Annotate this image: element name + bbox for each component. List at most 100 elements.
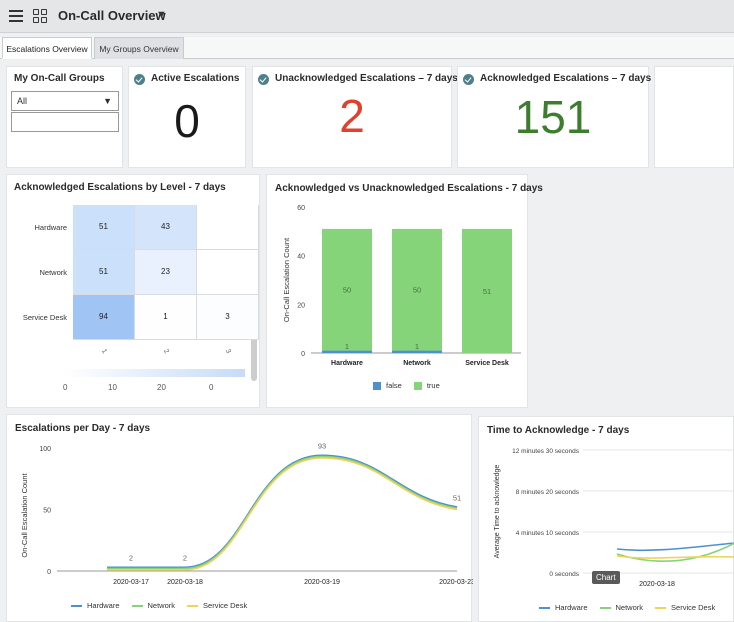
line-data-label: 2 (129, 554, 133, 563)
heatmap-cell[interactable]: 51 (73, 250, 135, 295)
legend-item-service-desk[interactable]: Service Desk (655, 603, 715, 612)
heatmap-title: Acknowledged Escalations by Level - 7 da… (14, 182, 226, 193)
heatmap-scale-tick: 0 (209, 383, 214, 392)
chart-tooltip: Chart (592, 571, 620, 584)
x-tick-label: Service Desk (465, 360, 509, 367)
legend-label: Service Desk (203, 601, 248, 610)
heatmap-cell[interactable]: 43 (135, 205, 197, 250)
check-circle-icon (463, 74, 474, 85)
page-title: On-Call Overview (58, 8, 166, 23)
y-tick-label: 20 (297, 302, 305, 309)
x-tick-label: 2020-03-17 (113, 579, 149, 586)
time-legend: Hardware Network Service Desk (539, 603, 715, 612)
line-data-label: 2 (183, 554, 187, 563)
legend-item-network[interactable]: Network (131, 601, 176, 610)
legend-label: Hardware (87, 601, 120, 610)
y-tick-label: 60 (297, 205, 305, 212)
y-tick-label: 0 (301, 351, 305, 358)
bar-segment-true[interactable] (462, 228, 512, 353)
y-axis-title: On-Call Escalation Count (20, 472, 29, 557)
series-line-service-desk[interactable] (107, 457, 458, 571)
legend-label: Network (615, 603, 644, 612)
escalations-line-chart: 0 50 100 On-Call Escalation Count 2020-03-17… (20, 442, 473, 586)
legend-item-false[interactable]: false (373, 381, 402, 390)
line-chart-title: Escalations per Day - 7 days (15, 423, 151, 434)
bar-legend: false true (373, 381, 440, 390)
heatmap-cell[interactable] (197, 250, 259, 295)
tab-escalations-overview[interactable]: Escalations Overview (2, 37, 92, 59)
y-tick-label: 8 minutes 20 seconds (516, 489, 580, 496)
top-bar: On-Call Overview ▼ (0, 0, 734, 33)
legend-label: true (426, 381, 440, 390)
bar-data-label: 1 (415, 342, 419, 351)
heatmap-scale-tick: 0 (63, 383, 68, 392)
kpi-label: Unacknowledged Escalations – 7 days (275, 73, 458, 84)
line-legend: Hardware Network Service Desk (71, 601, 247, 610)
y-tick-label: 0 seconds (549, 571, 579, 578)
series-line-service-desk[interactable] (616, 555, 734, 559)
stacked-bar-card: Acknowledged vs Unacknowledged Escalatio… (266, 174, 543, 408)
caret-down-icon: ▼ (103, 96, 112, 106)
kpi-card-unacknowledged[interactable]: Unacknowledged Escalations – 7 days 2 (252, 66, 458, 168)
tab-bar: Escalations Overview My Groups Overview (0, 37, 734, 59)
series-line-hardware[interactable] (107, 454, 458, 569)
heatmap-cell[interactable]: 23 (135, 250, 197, 295)
y-tick-label: 40 (297, 254, 305, 261)
kpi-label: Active Escalations (151, 73, 240, 84)
series-line-network[interactable] (616, 542, 734, 563)
heatmap-column-label: 2 (161, 348, 170, 355)
apps-grid-icon[interactable] (33, 9, 47, 23)
heatmap-cell[interactable]: 1 (135, 295, 197, 340)
stacked-bar-chart: 0 20 40 60 On-Call Escalation Count 50 1 Hardwa… (282, 205, 521, 367)
legend-item-hardware[interactable]: Hardware (71, 601, 120, 610)
bar-data-label: 1 (345, 342, 349, 351)
kpi-label: Acknowledged Escalations – 7 days (480, 73, 652, 84)
heatmap-scale-tick: 10 (108, 383, 117, 392)
bar-data-label: 51 (483, 287, 491, 296)
x-tick-label: Hardware (331, 360, 363, 367)
y-axis-title: Average Time to acknowledge (494, 465, 501, 559)
legend-label: Network (147, 601, 176, 610)
kpi-value: 2 (339, 90, 365, 142)
heatmap-cell[interactable]: 51 (73, 205, 135, 250)
series-line-network[interactable] (107, 455, 458, 570)
heatmap-row-label: Hardware (34, 222, 67, 232)
x-tick-label: 2020-03-18 (639, 581, 675, 588)
bar-data-label: 50 (413, 286, 421, 295)
heatmap-cell[interactable]: 3 (197, 295, 259, 340)
kpi-card-acknowledged[interactable]: Acknowledged Escalations – 7 days 151 (457, 66, 652, 168)
caret-down-icon[interactable]: ▼ (156, 9, 167, 21)
bar-segment-true[interactable] (322, 228, 372, 351)
tab-my-groups-overview[interactable]: My Groups Overview (94, 37, 184, 59)
heatmap-row-label: Network (39, 267, 67, 277)
series-line-hardware[interactable] (616, 542, 734, 552)
legend-item-service-desk[interactable]: Service Desk (187, 601, 247, 610)
groups-title: My On-Call Groups (14, 73, 105, 84)
y-axis-title: On-Call Escalation Count (282, 237, 291, 322)
heatmap-color-scale (63, 369, 245, 377)
legend-item-true[interactable]: true (413, 381, 440, 390)
check-circle-icon (258, 74, 269, 85)
groups-filter-input[interactable] (11, 112, 119, 132)
heatmap-column-label: 3 (223, 348, 232, 355)
bar-segment-false[interactable] (392, 350, 442, 353)
legend-label: Hardware (555, 603, 588, 612)
legend-item-hardware[interactable]: Hardware (539, 603, 588, 612)
time-chart-card: Time to Acknowledge - 7 days 0 seconds 4 … (478, 416, 734, 622)
empty-card (654, 66, 734, 168)
heatmap-cell[interactable]: 94 (73, 295, 135, 340)
menu-icon[interactable] (9, 10, 23, 22)
bar-data-label: 50 (343, 286, 351, 295)
heatmap-cell[interactable] (197, 205, 259, 250)
legend-item-network[interactable]: Network (599, 603, 644, 612)
x-tick-label: 2020-03-23 (439, 579, 473, 586)
heatmap-scale-tick: 20 (157, 383, 166, 392)
kpi-card-active[interactable]: Active Escalations 0 (128, 66, 246, 168)
groups-select[interactable]: All ▼ (11, 91, 119, 111)
line-data-label: 93 (318, 442, 326, 451)
x-tick-label: Network (403, 360, 431, 367)
y-tick-label: 100 (39, 446, 51, 453)
bar-segment-true[interactable] (392, 228, 442, 351)
y-tick-label: 12 minutes 30 seconds (512, 448, 580, 455)
bar-segment-false[interactable] (322, 350, 372, 353)
